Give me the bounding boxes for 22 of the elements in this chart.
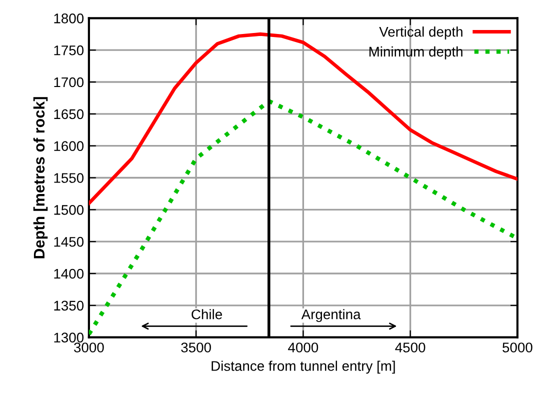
y-tick-label: 1600	[54, 141, 84, 152]
y-tick-label: 1750	[54, 45, 84, 56]
legend-label: Minimum depth	[369, 46, 462, 60]
y-axis-title: Depth [metres of rock]	[33, 97, 48, 258]
annotation: Argentina	[301, 309, 361, 322]
y-tick-label: 1450	[54, 236, 84, 247]
x-tick-label: 4000	[288, 342, 318, 352]
x-axis-title: Distance from tunnel entry [m]	[212, 360, 395, 374]
x-tick-label: 3000	[74, 342, 104, 352]
y-tick-label: 1300	[54, 332, 84, 343]
annotation: Chile	[192, 309, 222, 320]
y-tick-label: 1700	[54, 77, 84, 88]
y-tick-label: 1400	[54, 268, 84, 279]
y-tick-label: 1650	[54, 109, 84, 120]
y-tick-label: 1800	[54, 14, 84, 24]
x-tick-label: 3500	[181, 342, 211, 352]
legend-label: Vertical depth	[379, 26, 462, 40]
y-tick-label: 1550	[54, 173, 84, 183]
x-tick-label: 5000	[502, 342, 532, 352]
y-tick-label: 1350	[54, 300, 84, 311]
x-tick-label: 4500	[395, 342, 426, 352]
y-tick-label: 1500	[54, 205, 84, 215]
